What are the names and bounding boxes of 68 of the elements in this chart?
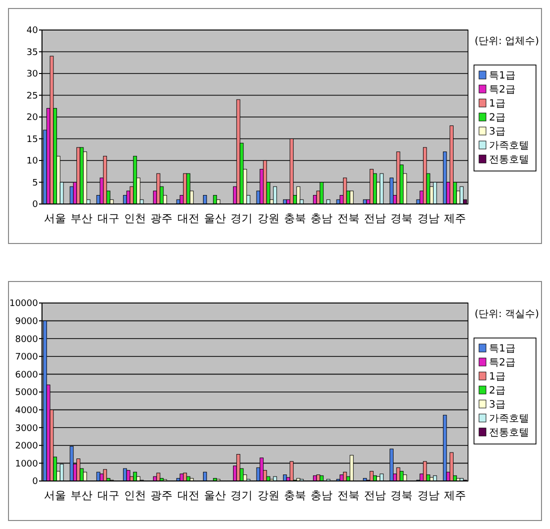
y-tick-label: 1000 — [15, 459, 38, 470]
legend-label: 2급 — [489, 112, 506, 124]
y-tick-label: 6000 — [15, 370, 38, 380]
y-tick-label: 3000 — [15, 424, 38, 434]
text: (단위: 객실수) — [474, 309, 540, 320]
x-tick-label: 경남 — [417, 212, 440, 225]
x-tick-label: 서울 — [44, 489, 66, 502]
y-tick-label: 30 — [26, 70, 38, 80]
x-tick-label: 광주 — [150, 212, 173, 225]
legend-label: 전통호텔 — [489, 428, 529, 438]
legend-label: 특1급 — [489, 344, 516, 354]
legend-label: 특2급 — [489, 358, 516, 368]
y-tick-label: 9000 — [15, 316, 38, 327]
x-tick-label: 대전 — [177, 212, 200, 225]
legend-label: 2급 — [489, 386, 506, 396]
y-tick-label: 5 — [32, 178, 38, 188]
x-tick-label: 강원 — [257, 212, 280, 225]
x-tick-label: 부산 — [70, 212, 93, 225]
x-tick-label: 인천 — [124, 489, 146, 502]
legend-label: 1급 — [489, 372, 506, 382]
y-tick-label: 20 — [26, 113, 38, 124]
legend-label: 특2급 — [489, 84, 516, 96]
y-tick-label: 5000 — [15, 388, 38, 398]
x-tick-label: 대구 — [97, 212, 120, 225]
legend-label: 전통호텔 — [489, 154, 529, 166]
x-tick-label: 부산 — [70, 489, 93, 502]
x-tick-label: 서울 — [44, 212, 66, 225]
legend-label: 3급 — [489, 400, 506, 410]
y-tick-label: 10000 — [9, 299, 38, 310]
legend-label: 특1급 — [489, 70, 516, 82]
x-tick-label: 경북 — [390, 212, 413, 225]
y-tick-label: 0 — [32, 477, 38, 488]
x-tick-label: 충남 — [310, 489, 333, 502]
y-tick-label: 7000 — [15, 352, 38, 363]
x-tick-label: 인천 — [124, 212, 146, 225]
y-tick-label: 2000 — [15, 442, 38, 452]
x-tick-label: 충북 — [284, 489, 306, 502]
y-tick-label: 25 — [26, 91, 38, 102]
text: (단위: 업체수) — [474, 36, 540, 47]
y-tick-label: 10 — [26, 156, 38, 167]
x-tick-label: 충북 — [284, 212, 306, 225]
x-tick-label: 강원 — [257, 489, 280, 502]
x-tick-label: 충남 — [310, 212, 333, 225]
y-tick-label: 35 — [26, 48, 38, 58]
legend-label: 1급 — [489, 98, 506, 110]
y-tick-label: 15 — [26, 134, 38, 145]
x-tick-label: 대전 — [177, 489, 200, 502]
legend-label: 가족호텔 — [489, 414, 529, 424]
x-tick-label: 경북 — [390, 489, 413, 502]
x-tick-label: 전남 — [364, 489, 386, 502]
x-tick-label: 경기 — [230, 212, 253, 225]
legend-label: 가족호텔 — [489, 140, 529, 152]
y-tick-label: 4000 — [15, 406, 38, 416]
x-tick-label: 전북 — [337, 212, 360, 225]
x-tick-label: 전북 — [337, 489, 360, 502]
y-tick-label: 8000 — [15, 334, 38, 345]
x-tick-label: 울산 — [204, 212, 226, 225]
legend-label: 3급 — [489, 126, 506, 138]
x-tick-label: 울산 — [204, 489, 226, 502]
x-tick-label: 경남 — [417, 489, 440, 502]
x-tick-label: 제주 — [444, 212, 466, 225]
x-tick-label: 경기 — [230, 489, 253, 502]
y-tick-label: 40 — [26, 26, 38, 36]
x-tick-label: 전남 — [364, 212, 386, 225]
x-tick-label: 제주 — [444, 489, 466, 502]
x-tick-label: 대구 — [97, 489, 120, 502]
y-tick-label: 0 — [32, 200, 38, 210]
x-tick-label: 광주 — [150, 489, 173, 502]
